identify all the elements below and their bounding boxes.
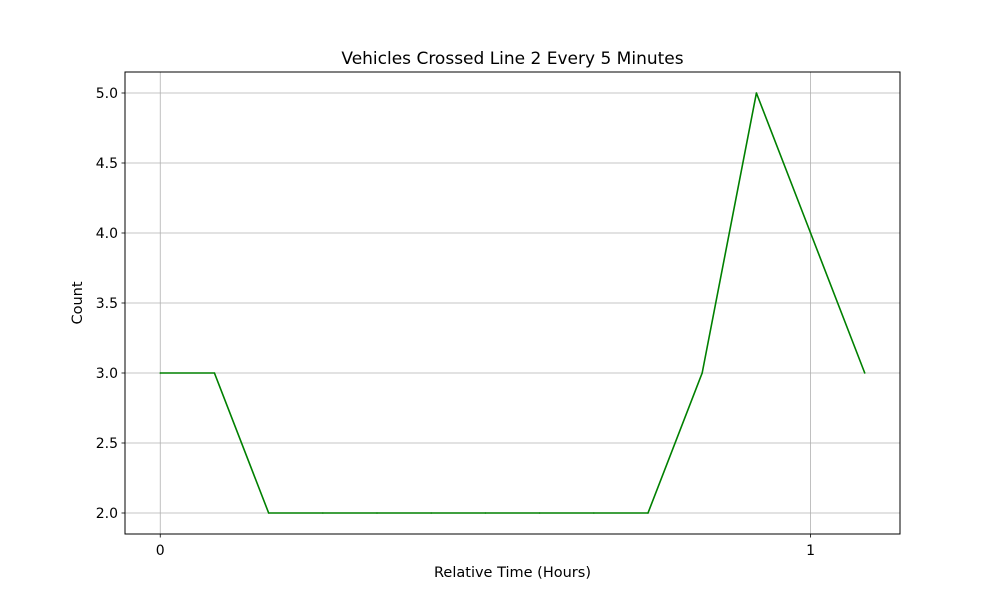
data-point bbox=[755, 92, 758, 94]
y-tick-label: 3.0 bbox=[96, 366, 118, 382]
axis-ticks: 2.0 2.5 3.0 3.5 4.0 4.5 5.0 0 1 bbox=[96, 86, 815, 559]
y-tick-label: 2.0 bbox=[96, 506, 118, 522]
data-point bbox=[647, 512, 649, 514]
data-point bbox=[376, 512, 378, 514]
data-point bbox=[322, 512, 324, 514]
y-axis-label: Count bbox=[70, 281, 86, 324]
chart-title: Vehicles Crossed Line 2 Every 5 Minutes bbox=[341, 49, 683, 69]
data-point bbox=[701, 372, 703, 374]
series-line bbox=[160, 92, 866, 514]
x-tick-label: 0 bbox=[156, 543, 165, 559]
y-tick-label: 2.5 bbox=[96, 436, 118, 452]
y-tick-label: 4.0 bbox=[96, 226, 118, 242]
data-point bbox=[213, 372, 216, 374]
grid-lines bbox=[125, 72, 900, 534]
series-lines bbox=[159, 92, 866, 514]
data-point bbox=[267, 512, 270, 514]
x-tick-label: 1 bbox=[806, 543, 815, 559]
y-tick-label: 3.5 bbox=[96, 296, 118, 312]
data-point bbox=[159, 372, 162, 374]
data-point bbox=[430, 512, 433, 514]
x-axis-label: Relative Time (Hours) bbox=[434, 565, 591, 581]
y-tick-label: 5.0 bbox=[96, 86, 118, 102]
data-point bbox=[593, 512, 595, 514]
data-point bbox=[863, 372, 866, 374]
data-point bbox=[538, 512, 541, 514]
data-point bbox=[809, 232, 812, 234]
data-point bbox=[484, 512, 487, 514]
y-tick-label: 4.5 bbox=[96, 156, 118, 172]
